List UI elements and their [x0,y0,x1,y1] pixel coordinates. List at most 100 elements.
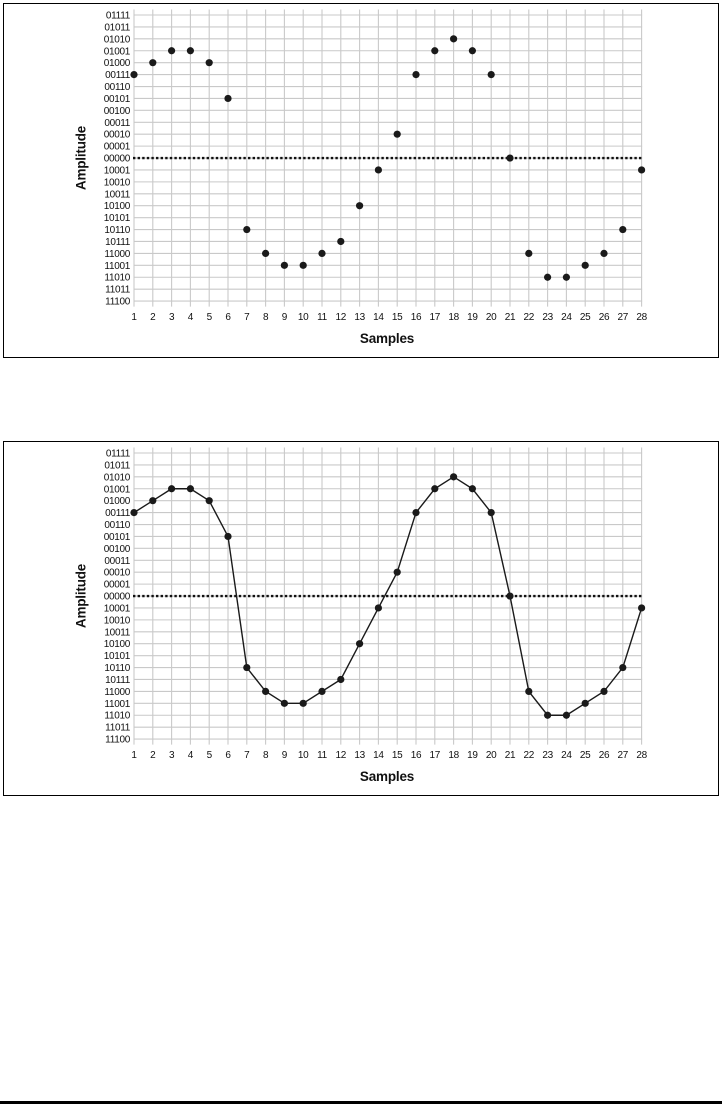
y-tick-label: 10100 [104,201,131,212]
data-point-sample-7 [243,663,251,672]
data-point-sample-11 [318,249,326,257]
x-tick-label: 3 [169,312,175,323]
y-tick-label: 01000 [104,496,131,507]
data-point-sample-28 [638,604,646,612]
y-tick-label: 00101 [104,94,131,105]
data-point-sample-21 [506,592,514,600]
y-tick-label: 00111 [105,70,131,81]
data-point-sample-19 [468,47,476,55]
x-tick-label: 8 [263,312,269,323]
data-point-sample-10 [299,261,307,269]
y-tick-label: 00000 [104,154,131,165]
y-tick-label: 01001 [104,484,131,495]
x-tick-label: 21 [505,312,516,323]
x-tick-label: 23 [542,312,553,323]
x-tick-label: 28 [636,750,647,761]
data-point-sample-10 [299,699,307,707]
data-point-sample-15 [393,568,401,576]
y-tick-label: 10100 [104,639,131,650]
y-tick-label: 11001 [104,699,130,710]
x-axis-title: Samples [359,769,415,784]
y-tick-label: 11010 [104,273,130,284]
data-point-sample-2 [149,59,157,67]
y-tick-label: 11011 [105,285,131,296]
y-tick-label: 00000 [104,592,131,603]
x-tick-label: 4 [188,312,194,323]
data-point-sample-16 [412,509,420,517]
x-tick-label: 10 [298,312,309,323]
data-point-sample-8 [262,249,270,257]
y-tick-label: 01010 [104,34,131,45]
x-tick-label: 12 [336,750,347,761]
x-tick-label: 16 [411,750,422,761]
data-point-sample-9 [280,261,288,269]
x-tick-label: 17 [430,750,441,761]
data-point-sample-9 [280,699,288,707]
data-point-sample-3 [168,47,176,55]
x-tick-label: 5 [207,750,213,761]
data-point-sample-7 [243,225,251,234]
data-point-sample-22 [525,249,533,257]
y-tick-label: 11100 [105,735,131,746]
data-point-sample-25 [581,699,589,707]
y-tick-label: 11000 [104,249,130,260]
y-tick-label: 10001 [104,165,131,176]
x-tick-label: 22 [524,750,535,761]
scatter-plot-canvas: 0111101011010100100101000001110011000101… [104,9,648,323]
y-tick-label: 10011 [104,189,130,200]
x-tick-label: 24 [561,312,572,323]
data-point-sample-23 [544,711,552,719]
data-point-sample-3 [168,485,176,493]
data-point-sample-13 [356,202,364,210]
data-point-sample-24 [562,273,571,281]
y-tick-label: 00101 [104,532,131,543]
x-tick-label: 20 [486,750,497,761]
data-point-sample-5 [205,497,213,505]
x-tick-label: 14 [373,312,384,323]
y-tick-label: 10101 [104,651,131,662]
x-tick-label: 27 [618,750,629,761]
y-tick-label: 00010 [104,130,131,141]
x-tick-label: 7 [244,750,250,761]
data-point-sample-24 [562,711,571,719]
x-tick-label: 12 [336,312,347,323]
x-tick-label: 6 [225,750,231,761]
y-tick-label: 00011 [104,118,130,129]
y-tick-label: 00001 [104,142,131,153]
x-tick-label: 9 [282,312,288,323]
data-point-sample-11 [318,687,326,695]
x-tick-label: 11 [317,312,328,323]
y-tick-label: 10111 [105,237,131,248]
data-point-sample-23 [544,273,552,281]
data-point-sample-14 [374,604,382,612]
y-tick-label: 10111 [105,675,131,686]
x-tick-label: 28 [636,312,647,323]
data-point-sample-18 [450,35,458,43]
x-tick-label: 26 [599,312,610,323]
data-point-sample-16 [412,71,420,79]
y-tick-label: 10010 [104,177,131,188]
x-tick-label: 15 [392,750,403,761]
y-tick-label: 11100 [105,297,131,308]
y-tick-label: 00100 [104,106,131,117]
x-tick-label: 23 [542,750,553,761]
y-tick-label: 10011 [104,627,130,638]
quantized-samples-scatter-chart: Amplitude 01111 01011 01010 01001 01000 00111… [3,3,719,358]
data-point-sample-20 [487,71,495,79]
data-point-sample-2 [149,497,157,505]
x-tick-label: 6 [225,312,231,323]
data-point-sample-27 [619,663,627,672]
x-tick-label: 26 [599,750,610,761]
data-point-sample-15 [393,130,401,138]
data-point-sample-21 [506,154,514,162]
y-tick-label: 11001 [104,261,130,272]
x-tick-label: 15 [392,312,403,323]
data-point-sample-26 [600,249,608,257]
y-tick-label: 01111 [106,449,131,460]
y-tick-label: 10110 [104,225,130,236]
y-tick-label: 00011 [104,556,130,567]
x-tick-label: 18 [448,750,459,761]
data-point-sample-4 [186,485,194,493]
x-tick-label: 2 [150,750,156,761]
data-point-sample-6 [224,94,232,103]
